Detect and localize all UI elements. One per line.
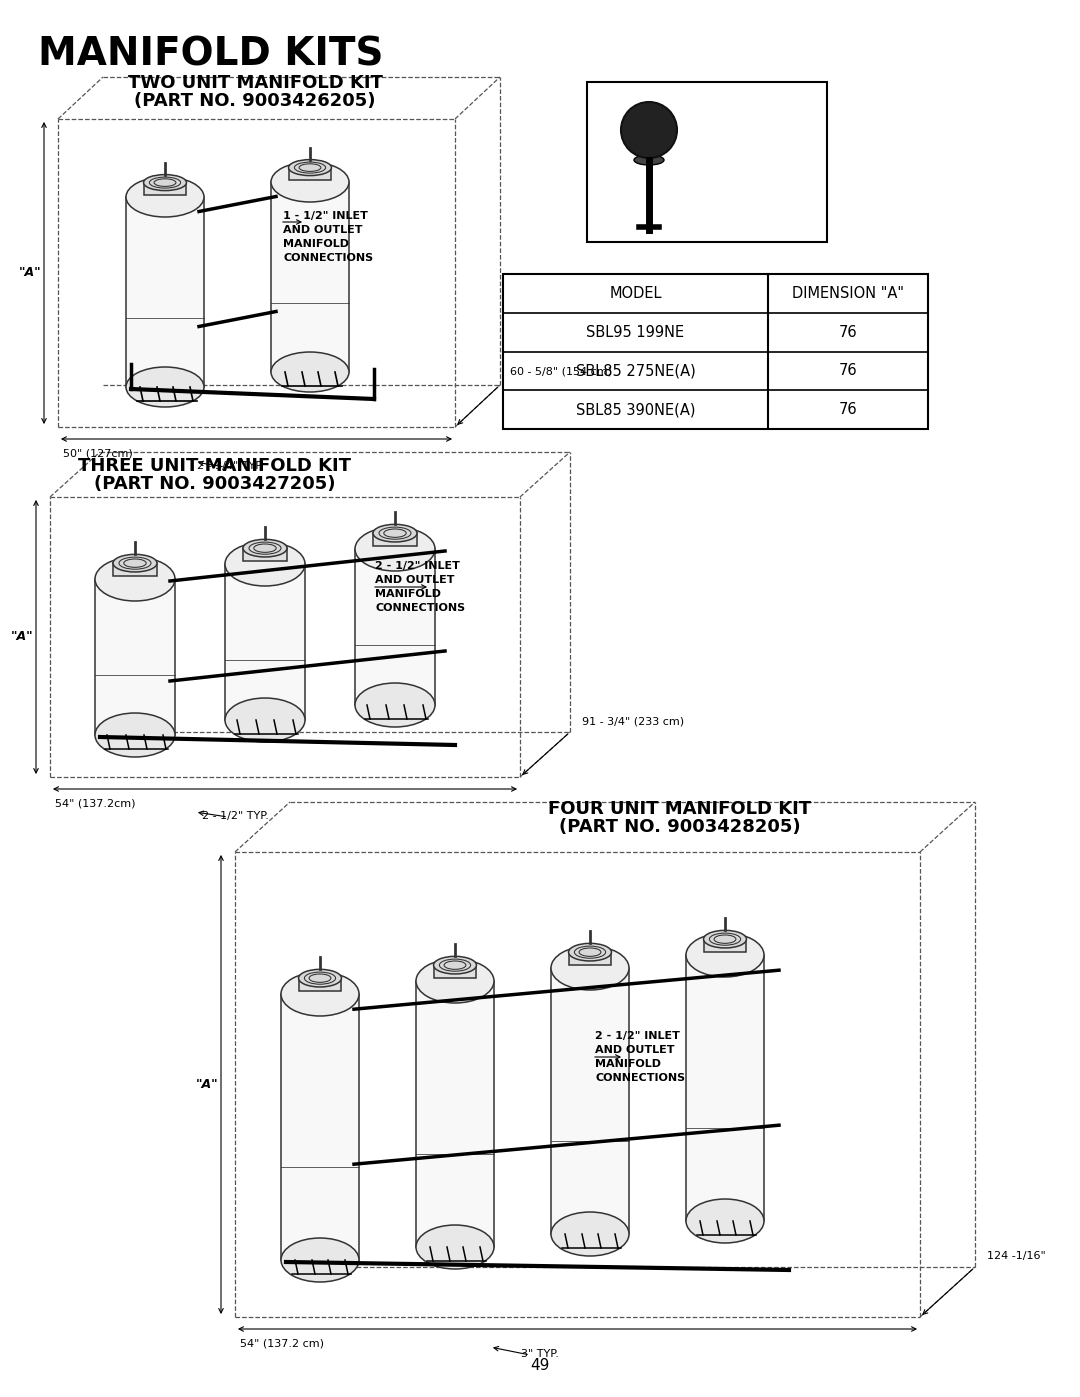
Ellipse shape bbox=[271, 162, 349, 203]
Text: DIMENSION "A": DIMENSION "A" bbox=[792, 286, 904, 300]
Polygon shape bbox=[144, 183, 187, 194]
Ellipse shape bbox=[634, 155, 664, 165]
Text: (PART NO. 9003428205): (PART NO. 9003428205) bbox=[559, 819, 800, 835]
Text: VACUUM RELIEF: VACUUM RELIEF bbox=[692, 108, 798, 120]
Polygon shape bbox=[686, 956, 764, 1221]
Ellipse shape bbox=[355, 527, 435, 571]
Text: (PART NO. 9003426205): (PART NO. 9003426205) bbox=[134, 92, 376, 110]
Ellipse shape bbox=[551, 1213, 629, 1256]
Text: SBL95 199NE: SBL95 199NE bbox=[586, 324, 685, 339]
Text: 124 -1/16": 124 -1/16" bbox=[987, 1250, 1045, 1261]
Ellipse shape bbox=[225, 542, 305, 585]
Bar bbox=[588, 82, 827, 242]
Ellipse shape bbox=[95, 557, 175, 601]
Polygon shape bbox=[225, 564, 305, 719]
Text: 76: 76 bbox=[839, 363, 858, 379]
Polygon shape bbox=[551, 968, 629, 1234]
Polygon shape bbox=[281, 995, 359, 1260]
Polygon shape bbox=[416, 981, 494, 1248]
Ellipse shape bbox=[433, 957, 476, 974]
Text: 2 - 1/2" INLET
AND OUTLET
MANIFOLD
CONNECTIONS: 2 - 1/2" INLET AND OUTLET MANIFOLD CONNE… bbox=[375, 562, 465, 613]
Text: "A": "A" bbox=[18, 267, 41, 279]
Text: SBL85 390NE(A): SBL85 390NE(A) bbox=[576, 402, 696, 418]
Ellipse shape bbox=[271, 352, 349, 393]
Polygon shape bbox=[568, 953, 611, 965]
Ellipse shape bbox=[355, 683, 435, 726]
Ellipse shape bbox=[95, 712, 175, 757]
Text: 76: 76 bbox=[839, 402, 858, 418]
Text: 2 - 3/4" TYP.: 2 - 3/4" TYP. bbox=[197, 461, 264, 471]
Ellipse shape bbox=[298, 970, 341, 986]
Text: FOUR UNIT MANIFOLD KIT: FOUR UNIT MANIFOLD KIT bbox=[549, 800, 811, 819]
Ellipse shape bbox=[144, 175, 187, 190]
Ellipse shape bbox=[225, 698, 305, 742]
Ellipse shape bbox=[113, 555, 157, 571]
Text: 60 - 5/8" (154 cm): 60 - 5/8" (154 cm) bbox=[510, 367, 612, 377]
Ellipse shape bbox=[686, 1199, 764, 1243]
Ellipse shape bbox=[568, 943, 611, 961]
Polygon shape bbox=[243, 548, 287, 562]
Polygon shape bbox=[433, 965, 476, 978]
Text: 49: 49 bbox=[530, 1358, 550, 1372]
Text: TWO UNIT MANIFOLD KIT: TWO UNIT MANIFOLD KIT bbox=[127, 74, 382, 92]
Bar bbox=[503, 274, 928, 429]
Polygon shape bbox=[288, 168, 332, 180]
Text: MANIFOLD KITS: MANIFOLD KITS bbox=[38, 35, 383, 73]
Text: 2 - 1/2" INLET
AND OUTLET
MANIFOLD
CONNECTIONS: 2 - 1/2" INLET AND OUTLET MANIFOLD CONNE… bbox=[595, 1031, 685, 1083]
Polygon shape bbox=[113, 563, 157, 577]
Ellipse shape bbox=[416, 958, 494, 1003]
Text: "A": "A" bbox=[11, 630, 33, 644]
Polygon shape bbox=[298, 978, 341, 992]
Circle shape bbox=[621, 102, 677, 158]
Text: 2 - 1/2" TYP.: 2 - 1/2" TYP. bbox=[202, 812, 269, 821]
Ellipse shape bbox=[288, 159, 332, 176]
Text: 3" TYP.: 3" TYP. bbox=[521, 1350, 559, 1359]
Ellipse shape bbox=[686, 933, 764, 977]
Text: 54" (137.2cm): 54" (137.2cm) bbox=[55, 799, 135, 809]
Text: VALVE: VALVE bbox=[692, 126, 732, 138]
Polygon shape bbox=[271, 182, 349, 372]
Text: 1 - 1/2" INLET
AND OUTLET
MANIFOLD
CONNECTIONS: 1 - 1/2" INLET AND OUTLET MANIFOLD CONNE… bbox=[283, 211, 373, 263]
Polygon shape bbox=[95, 578, 175, 735]
Text: "A": "A" bbox=[195, 1078, 218, 1091]
Polygon shape bbox=[126, 197, 204, 387]
Ellipse shape bbox=[373, 524, 417, 542]
Text: 76: 76 bbox=[839, 324, 858, 339]
Text: SBL85 275NE(A): SBL85 275NE(A) bbox=[576, 363, 696, 379]
Polygon shape bbox=[703, 939, 746, 953]
Polygon shape bbox=[373, 534, 417, 546]
Ellipse shape bbox=[416, 1225, 494, 1268]
Text: 91 - 3/4" (233 cm): 91 - 3/4" (233 cm) bbox=[582, 717, 684, 726]
Text: *INSTALL PER
LOCAL CODES.: *INSTALL PER LOCAL CODES. bbox=[692, 151, 774, 173]
Polygon shape bbox=[355, 549, 435, 705]
Text: (PART NO. 9003427205): (PART NO. 9003427205) bbox=[94, 475, 336, 493]
Ellipse shape bbox=[126, 177, 204, 217]
Ellipse shape bbox=[551, 946, 629, 990]
Text: MODEL: MODEL bbox=[609, 286, 662, 300]
Ellipse shape bbox=[243, 539, 287, 557]
Ellipse shape bbox=[281, 1238, 359, 1282]
Ellipse shape bbox=[281, 972, 359, 1016]
Text: 50" (127cm): 50" (127cm) bbox=[63, 448, 133, 460]
Ellipse shape bbox=[126, 367, 204, 407]
Ellipse shape bbox=[703, 930, 746, 949]
Text: THREE UNIT MANIFOLD KIT: THREE UNIT MANIFOLD KIT bbox=[79, 457, 351, 475]
Text: 54" (137.2 cm): 54" (137.2 cm) bbox=[240, 1338, 324, 1350]
